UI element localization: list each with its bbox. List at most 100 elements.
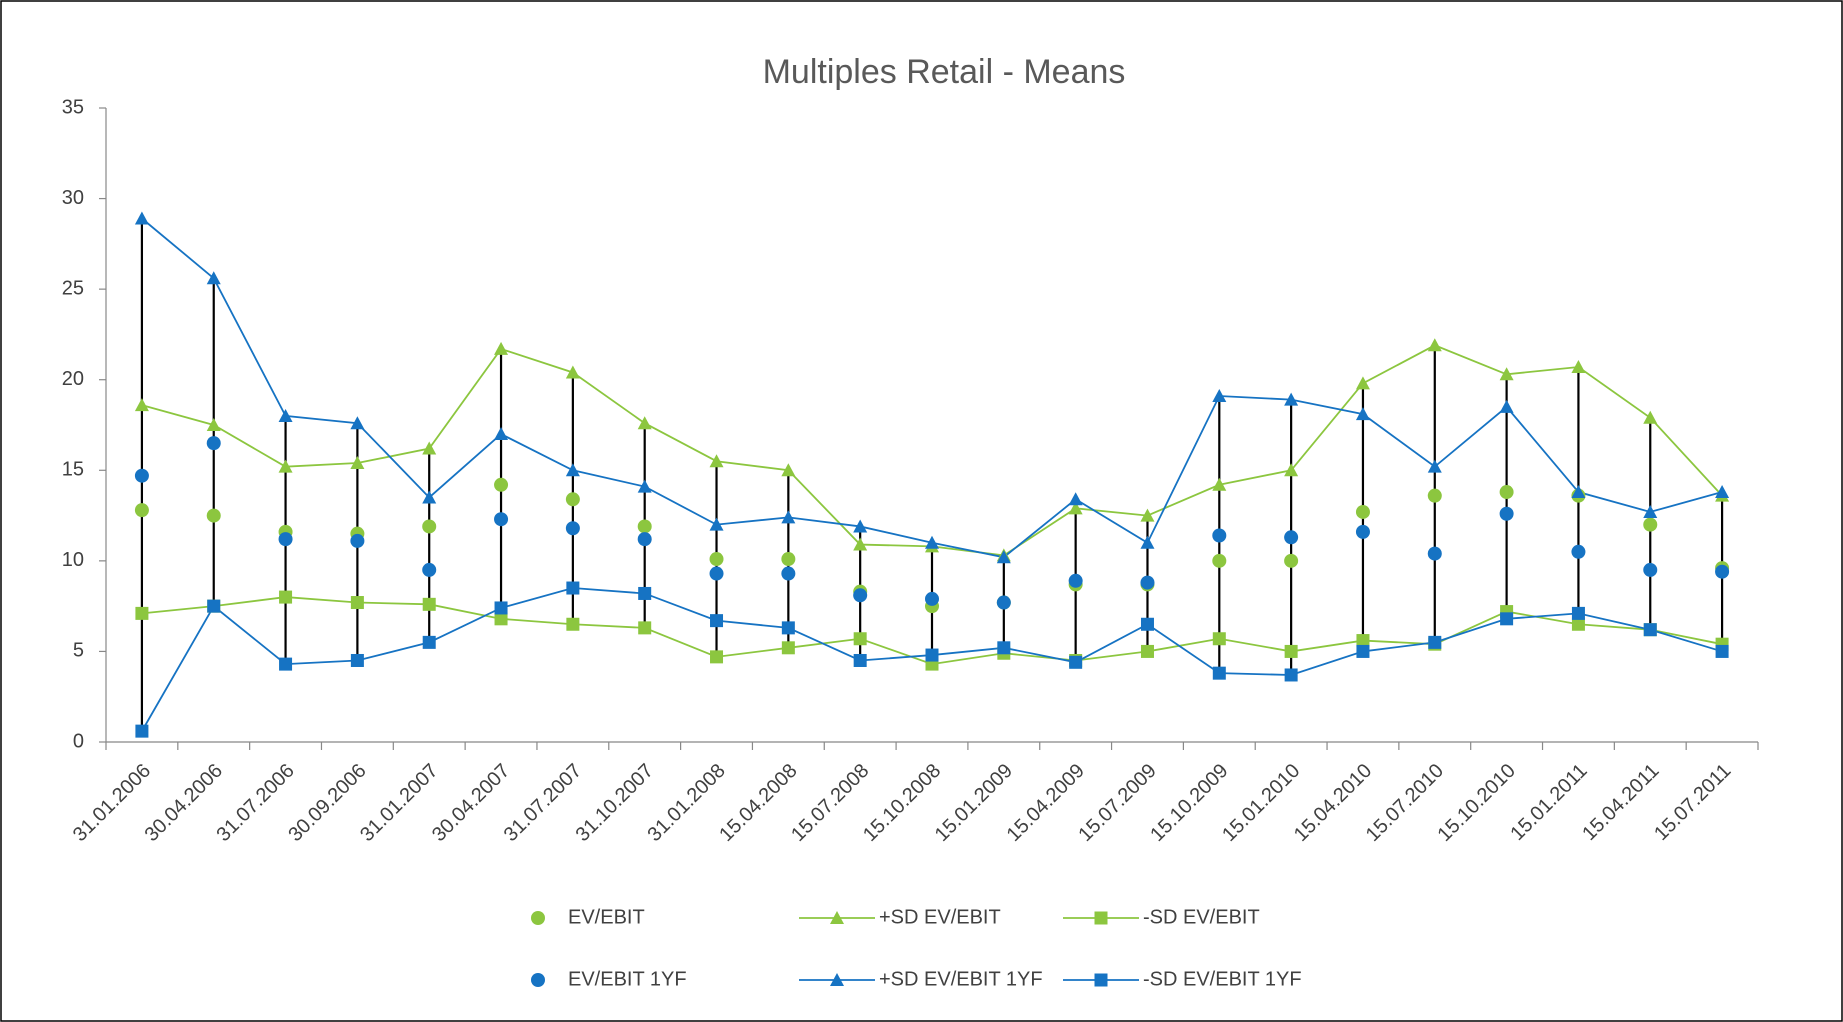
point: [781, 510, 796, 524]
point: [279, 657, 293, 671]
point: [1355, 407, 1370, 421]
point: [134, 211, 149, 225]
point: [1212, 389, 1227, 403]
y-tick-label: 5: [73, 640, 84, 662]
point: [1356, 644, 1370, 658]
point: [1571, 544, 1586, 559]
point: [1068, 501, 1083, 515]
point: [278, 532, 293, 547]
point: [494, 512, 509, 527]
point: [1068, 492, 1083, 506]
point: [781, 566, 796, 581]
point: [1643, 517, 1658, 532]
point: [1643, 504, 1658, 518]
point: [422, 635, 436, 649]
chart-title: Multiples Retail - Means: [763, 53, 1126, 91]
point: [134, 468, 149, 483]
point: [1284, 392, 1299, 406]
point: [134, 503, 149, 518]
point: [853, 519, 868, 533]
point: [709, 552, 724, 567]
point: [1427, 338, 1442, 352]
y-tick-label: 0: [73, 730, 84, 752]
point: [422, 519, 437, 534]
point: [1284, 530, 1299, 545]
point: [565, 521, 580, 536]
point: [135, 606, 149, 620]
point: [1571, 485, 1586, 499]
point: [1500, 612, 1514, 626]
legend-marker: [531, 911, 545, 925]
point: [206, 418, 221, 431]
point: [494, 601, 508, 615]
point: [1715, 644, 1729, 658]
point: [1212, 477, 1227, 491]
point: [637, 519, 652, 534]
point: [781, 621, 795, 635]
point: [925, 535, 939, 549]
legend-label: EV/EBIT 1YF: [568, 968, 687, 990]
y-tick-label: 20: [62, 368, 84, 390]
point: [1715, 485, 1730, 499]
point: [1355, 524, 1370, 539]
point: [710, 614, 724, 628]
point: [1499, 485, 1514, 500]
point: [207, 599, 221, 613]
point: [350, 456, 365, 470]
point: [1212, 666, 1226, 680]
point: [1499, 367, 1514, 381]
legend-label: EV/EBIT: [568, 906, 645, 928]
point: [1427, 546, 1442, 561]
point: [1355, 376, 1370, 390]
point: [1499, 399, 1514, 413]
point: [278, 408, 293, 422]
point: [925, 591, 939, 606]
point: [1212, 553, 1227, 568]
point: [1428, 635, 1442, 649]
point: [1499, 506, 1514, 521]
point: [925, 648, 939, 662]
point: [1140, 644, 1154, 658]
point: [135, 724, 149, 738]
point: [565, 365, 580, 379]
point: [1643, 562, 1658, 577]
point: [1140, 575, 1155, 590]
y-tick-label: 10: [62, 549, 84, 571]
point: [637, 532, 652, 547]
point: [1284, 644, 1298, 658]
point: [1069, 655, 1083, 669]
point: [1356, 634, 1370, 648]
point: [1284, 553, 1299, 568]
point: [134, 398, 149, 412]
point: [996, 595, 1011, 610]
point: [1140, 617, 1154, 631]
point: [853, 588, 868, 603]
point: [638, 621, 652, 635]
point: [637, 479, 652, 493]
point: [1212, 632, 1226, 646]
point: [781, 641, 795, 655]
point: [566, 617, 580, 631]
point: [350, 596, 364, 610]
point: [709, 454, 724, 468]
legend-label: +SD EV/EBIT: [879, 906, 1001, 928]
point: [710, 650, 724, 664]
point: [1284, 668, 1298, 682]
point: [853, 653, 867, 667]
legend-marker: [830, 911, 844, 924]
legend-marker: [531, 973, 545, 987]
point: [494, 427, 509, 441]
point: [997, 641, 1011, 655]
point: [206, 436, 221, 451]
point: [494, 612, 508, 626]
legend-marker: [830, 973, 844, 986]
legend-marker: [1094, 911, 1108, 925]
point: [350, 533, 365, 548]
point: [1427, 459, 1442, 473]
y-tick-label: 35: [62, 96, 84, 118]
point: [422, 441, 437, 455]
legend-marker: [1094, 973, 1108, 987]
